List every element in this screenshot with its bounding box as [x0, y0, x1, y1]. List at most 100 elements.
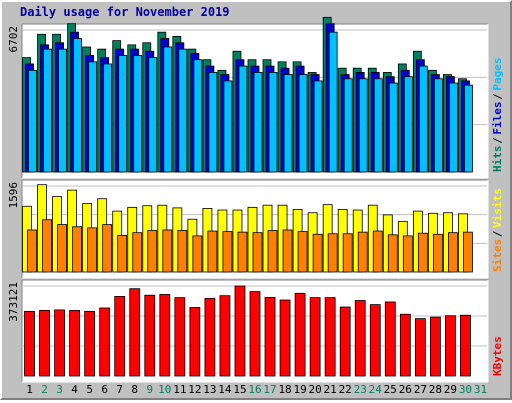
bar-pages-day-4 [73, 38, 83, 173]
day-label-23: 23 [354, 383, 367, 396]
bar-pages-day-17 [268, 72, 278, 173]
legend-files: Files [491, 101, 504, 134]
bar-sites-day-13 [207, 230, 218, 273]
bar-pages-day-25 [388, 82, 398, 173]
panel-legend: KBytes [491, 336, 504, 376]
bar-sites-day-25 [387, 234, 398, 273]
bar-kbytes-day-27 [414, 318, 426, 377]
panel-kbytes: 373121 KBytes [7, 279, 504, 383]
bar-pages-day-23 [358, 78, 368, 173]
day-label-3: 3 [56, 383, 63, 396]
day-label-21: 21 [324, 383, 337, 396]
series-pages [28, 31, 473, 173]
day-label-31: 31 [474, 383, 487, 396]
series-sites [27, 219, 473, 273]
bar-kbytes-day-5 [84, 310, 96, 377]
bar-kbytes-day-26 [399, 313, 411, 377]
bar-pages-day-8 [133, 55, 143, 173]
day-label-24: 24 [369, 383, 383, 396]
day-label-8: 8 [131, 383, 138, 396]
panel-legend: Sites / Visits [491, 188, 504, 272]
bar-sites-day-5 [87, 227, 98, 273]
bar-pages-day-16 [253, 72, 263, 173]
chart-title: Daily usage for November 2019 [20, 5, 230, 19]
bar-pages-day-5 [88, 61, 98, 173]
bar-pages-day-13 [208, 72, 218, 173]
bar-pages-day-22 [343, 78, 353, 173]
legend-separator: / [491, 93, 504, 100]
day-label-27: 27 [414, 383, 427, 396]
day-label-28: 28 [429, 383, 442, 396]
bar-kbytes-day-9 [144, 294, 156, 377]
bar-sites-day-12 [192, 235, 203, 273]
bar-kbytes-day-25 [384, 301, 396, 377]
day-label-11: 11 [173, 383, 186, 396]
bar-pages-day-6 [103, 63, 113, 173]
bar-kbytes-day-19 [294, 292, 306, 377]
day-label-25: 25 [384, 383, 397, 396]
daily-usage-svg: Daily usage for November 2019 6702Hits/F… [7, 5, 504, 396]
panel-max-label: 1596 [7, 182, 20, 209]
bar-kbytes-day-24 [369, 304, 381, 377]
bar-kbytes-day-30 [460, 314, 471, 377]
legend-separator: / [491, 137, 504, 144]
bar-pages-day-11 [178, 48, 188, 173]
bar-pages-day-28 [433, 78, 443, 173]
legend-kbytes: KBytes [491, 336, 504, 376]
panel-legend: Hits/Files/Pages [491, 57, 504, 172]
bar-sites-day-28 [432, 233, 443, 273]
bar-sites-day-20 [312, 233, 323, 273]
bar-kbytes-day-15 [234, 285, 246, 377]
day-label-22: 22 [339, 383, 352, 396]
bar-pages-day-1 [28, 69, 37, 173]
bar-kbytes-day-1 [24, 310, 35, 377]
bar-pages-day-3 [58, 48, 67, 173]
day-label-29: 29 [444, 383, 457, 396]
bar-kbytes-day-18 [279, 299, 291, 377]
legend-pages: Pages [491, 57, 504, 90]
legend-visits: Visits [491, 188, 504, 228]
day-label-9: 9 [146, 383, 153, 396]
legend-sites: Sites [491, 239, 504, 272]
day-label-15: 15 [233, 383, 246, 396]
bar-sites-day-21 [327, 233, 338, 273]
bar-sites-day-23 [357, 231, 368, 273]
bar-kbytes-day-22 [339, 306, 351, 377]
bar-sites-day-29 [448, 232, 458, 273]
bar-kbytes-day-16 [249, 291, 261, 377]
day-label-10: 10 [158, 383, 171, 396]
bar-kbytes-day-21 [324, 297, 336, 377]
bar-pages-day-15 [238, 65, 248, 173]
bar-sites-day-11 [177, 230, 188, 273]
bar-sites-day-8 [132, 232, 143, 273]
bar-pages-day-27 [418, 65, 428, 173]
bar-pages-day-24 [373, 78, 383, 173]
day-label-2: 2 [41, 383, 48, 396]
bar-kbytes-day-3 [54, 309, 65, 377]
day-label-18: 18 [278, 383, 291, 396]
bar-kbytes-day-10 [159, 294, 171, 377]
day-label-12: 12 [188, 383, 201, 396]
panel-max-label: 373121 [7, 282, 20, 322]
panel-visits-sites: 1596 Sites / Visits [7, 179, 504, 279]
bar-kbytes-day-29 [445, 315, 456, 377]
series-kbytes [24, 285, 471, 377]
day-label-6: 6 [101, 383, 108, 396]
bar-kbytes-day-14 [219, 295, 231, 377]
bar-sites-day-7 [117, 234, 128, 273]
bar-kbytes-day-11 [174, 297, 186, 377]
bar-sites-day-22 [342, 233, 353, 273]
bar-sites-day-3 [57, 224, 67, 273]
bar-sites-day-19 [297, 231, 308, 273]
chart-panels: 6702Hits/Files/Pages1596Sites/Visits3731… [7, 16, 504, 383]
bar-kbytes-day-4 [69, 309, 81, 377]
bar-kbytes-day-20 [309, 297, 321, 377]
bar-sites-day-30 [463, 231, 473, 273]
bar-pages-day-2 [43, 48, 52, 173]
bar-kbytes-day-8 [129, 288, 141, 377]
bar-pages-day-18 [283, 74, 293, 173]
bar-sites-day-18 [282, 229, 293, 273]
day-label-5: 5 [86, 383, 93, 396]
bar-sites-day-9 [147, 230, 158, 273]
